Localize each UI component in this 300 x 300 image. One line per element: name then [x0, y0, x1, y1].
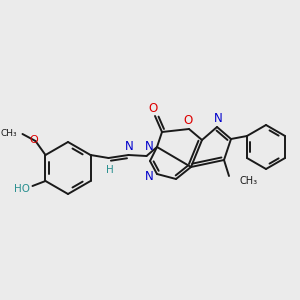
Text: O: O	[148, 103, 158, 116]
Text: CH₃: CH₃	[1, 130, 17, 139]
Text: O: O	[183, 113, 193, 127]
Text: N: N	[125, 140, 134, 152]
Text: N: N	[145, 140, 153, 154]
Text: O: O	[29, 135, 38, 145]
Text: H: H	[106, 165, 113, 175]
Text: HO: HO	[14, 184, 31, 194]
Text: CH₃: CH₃	[239, 176, 257, 186]
Text: N: N	[214, 112, 222, 125]
Text: N: N	[145, 169, 153, 182]
